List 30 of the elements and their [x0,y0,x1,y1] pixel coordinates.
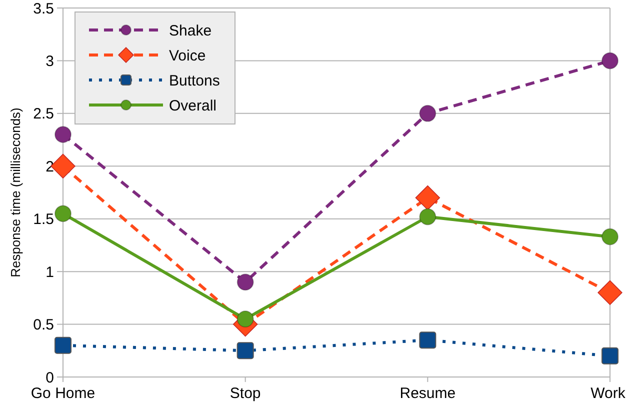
point [54,205,72,222]
point [419,104,436,122]
x-tick-label: Work [590,385,626,402]
point [419,208,436,226]
point [598,280,622,306]
y-tick-label: 1 [46,264,54,281]
y-tick-label: 0 [46,369,54,386]
point [602,52,618,70]
point [54,336,72,354]
y-tick-label: 1.5 [33,211,54,228]
point [602,347,618,364]
legend-label: Voice [169,47,206,64]
point [415,185,440,210]
y-axis-title: Response time (milliseconds) [8,108,23,278]
x-tick-label: Go Home [30,385,96,402]
point [236,310,254,328]
point [602,228,618,246]
legend-label: Overall [169,97,217,114]
y-tick-label: 0.5 [33,316,54,334]
legend-label: Shake [169,22,212,40]
y-tick-label: 3.5 [33,0,54,18]
x-tick-label: Resume [400,385,456,402]
y-tick-label: 2.5 [33,106,54,123]
point [54,126,72,144]
point [236,342,254,360]
legend-label: Buttons [169,72,220,90]
y-tick-label: 3 [46,52,54,70]
point [236,274,254,291]
point [419,332,436,349]
x-tick-label: Stop [230,385,261,402]
